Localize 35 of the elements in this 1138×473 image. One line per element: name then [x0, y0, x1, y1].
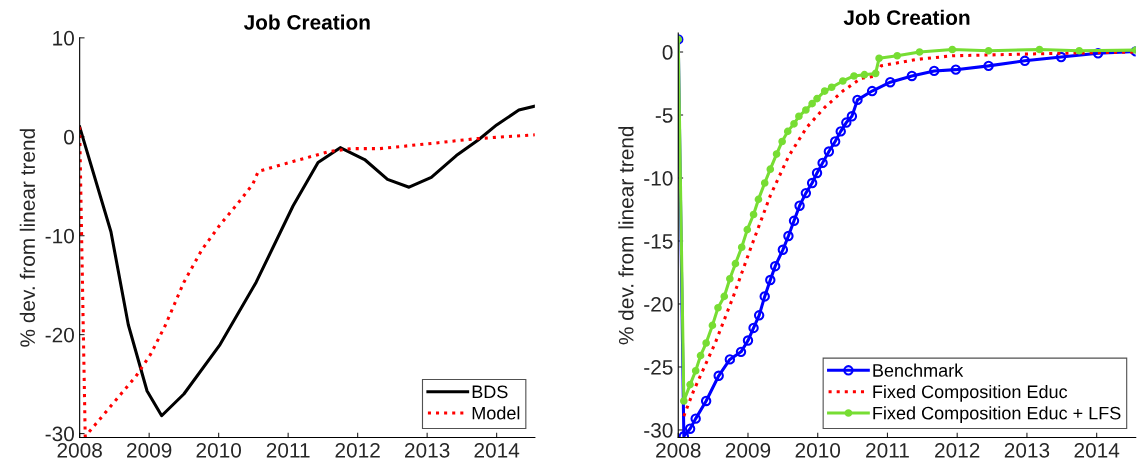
x-tick-label: 2010 [196, 442, 242, 458]
x-tick-label: 2008 [57, 442, 102, 458]
y-axis-title: % dev. from linear trend [618, 126, 634, 345]
y-tick-label: -10 [45, 228, 74, 244]
y-tick-label: 0 [662, 45, 673, 60]
y-axis-title: % dev. from linear trend [19, 129, 36, 347]
y-tick-label: -5 [655, 108, 673, 123]
x-tick-label: 2012 [935, 442, 980, 458]
x-tick-label: 2013 [405, 442, 450, 458]
legend-label: Benchmark [873, 363, 964, 377]
y-tick-label: -15 [644, 234, 673, 249]
y-tick-label: -20 [644, 296, 673, 312]
y-tick-label: 0 [64, 129, 74, 145]
x-tick-label: 2010 [795, 442, 841, 458]
y-tick-label: -30 [644, 422, 673, 438]
y-tick-label: -25 [644, 359, 673, 375]
x-tick-label: 2014 [474, 442, 520, 458]
legend-label: Fixed Composition Educ [873, 384, 1068, 402]
legend-label: Fixed Composition Educ + LFS [873, 406, 1121, 424]
x-tick-label: 2011 [266, 442, 310, 458]
legend-label: Model [472, 406, 520, 420]
x-tick-label: 2014 [1074, 442, 1120, 458]
x-tick-label: 2008 [656, 442, 701, 458]
x-tick-label: 2009 [127, 442, 172, 458]
x-tick-label: 2009 [725, 442, 771, 458]
chart-title: Job Creation [843, 9, 970, 25]
y-tick-label: -10 [644, 171, 673, 186]
y-tick-label: -30 [45, 426, 74, 442]
y-tick-label: 10 [53, 30, 74, 46]
y-tick-label: -20 [45, 327, 74, 343]
chart-title: Job Creation [243, 14, 370, 30]
legend-label: BDS [472, 385, 508, 399]
x-tick-label: 2012 [335, 442, 380, 458]
x-tick-label: 2013 [1004, 442, 1050, 458]
x-tick-label: 2011 [866, 442, 909, 458]
